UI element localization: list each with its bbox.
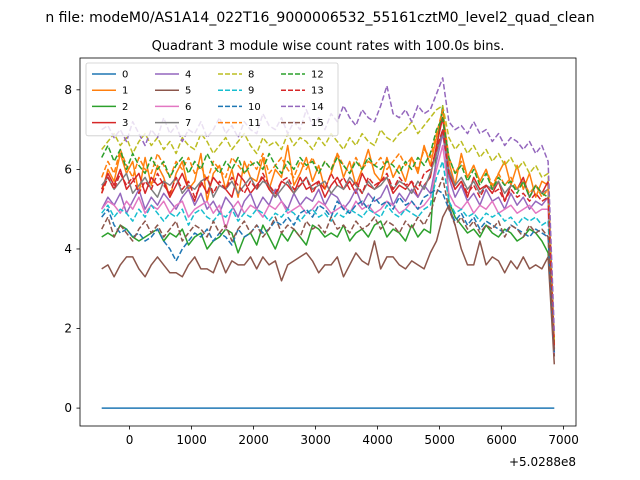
x-tick-label: 3000 (300, 433, 331, 447)
legend-label-7: 7 (185, 118, 191, 129)
x-tick-label: 0 (126, 433, 134, 447)
x-tick-label: 2000 (238, 433, 269, 447)
legend-label-10: 10 (248, 102, 261, 113)
x-tick-label: 5000 (424, 433, 455, 447)
legend-label-15: 15 (311, 118, 324, 129)
series-line-3 (101, 116, 556, 349)
x-axis: 0 1000 2000 3000 4000 5000 6000 7000 (126, 426, 579, 447)
legend-label-4: 4 (185, 70, 191, 81)
series-line-6 (101, 144, 556, 357)
series-line-8 (101, 104, 556, 341)
series-line-12 (101, 116, 556, 349)
legend-label-11: 11 (248, 118, 261, 129)
y-axis: 0 2 4 6 8 (64, 83, 80, 415)
legend-label-3: 3 (122, 118, 128, 129)
y-tick-label: 0 (64, 401, 72, 415)
legend-label-0: 0 (122, 70, 128, 81)
legend-label-13: 13 (311, 86, 324, 97)
legend-label-8: 8 (248, 70, 254, 81)
legend-box (85, 62, 339, 137)
y-tick-label: 4 (64, 242, 72, 256)
y-tick-label: 2 (64, 322, 72, 336)
series-line-7 (101, 128, 556, 353)
series-line-10 (101, 188, 556, 353)
legend-label-12: 12 (311, 70, 324, 81)
legend-label-2: 2 (122, 102, 128, 113)
x-tick-label: 1000 (176, 433, 207, 447)
series-line-15 (101, 176, 556, 357)
legend-label-5: 5 (185, 86, 191, 97)
x-tick-label: 7000 (548, 433, 579, 447)
x-tick-label: 4000 (362, 433, 393, 447)
chart-title: Quadrant 3 module wise count rates with … (152, 39, 505, 54)
x-tick-label: 6000 (486, 433, 517, 447)
figure-suptitle: n file: modeM0/AS1A14_022T16_9000006532_… (45, 10, 594, 26)
series-line-4 (101, 132, 556, 357)
legend-label-1: 1 (122, 86, 128, 97)
series-line-5 (101, 204, 556, 365)
legend-label-14: 14 (311, 102, 324, 113)
legend-label-6: 6 (185, 102, 191, 113)
y-tick-label: 6 (64, 162, 72, 176)
plot-frame (79, 57, 577, 427)
legend-label-9: 9 (248, 86, 254, 97)
y-tick-label: 8 (64, 83, 72, 97)
series-line-9 (101, 160, 556, 353)
series-line-2 (101, 104, 556, 353)
x-offset-label: +5.0288e8 (509, 455, 576, 469)
plot-lines (100, 77, 556, 409)
series-line-13 (101, 128, 556, 349)
